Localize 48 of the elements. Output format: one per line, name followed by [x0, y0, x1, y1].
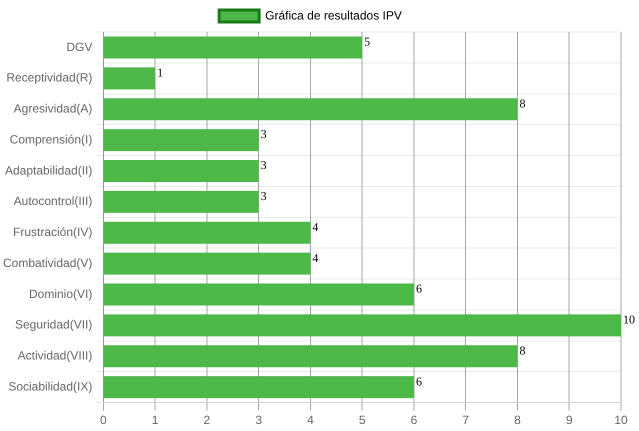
x-tick-label: 2 — [204, 413, 211, 428]
x-tick-label: 6 — [410, 413, 418, 428]
x-tick-label: 4 — [307, 413, 314, 428]
data-label: 5 — [364, 34, 370, 49]
y-tick-label: Dominio(VI) — [29, 286, 92, 301]
data-label: 6 — [416, 374, 422, 388]
bar — [104, 345, 518, 368]
data-label: 4 — [312, 220, 318, 234]
y-tick-label: Frustración(IV) — [13, 225, 92, 240]
x-tick-label: 3 — [255, 413, 262, 428]
data-label: 8 — [519, 343, 526, 358]
bar — [104, 98, 518, 120]
data-label: 3 — [260, 127, 267, 142]
y-tick-label: Actividad(VIII) — [18, 348, 92, 363]
y-tick-label: Adaptabilidad(II) — [4, 163, 92, 178]
bar — [104, 129, 259, 152]
data-label: 4 — [312, 250, 318, 265]
x-tick-label: 5 — [358, 413, 366, 428]
bar — [104, 284, 414, 306]
x-tick-label: 7 — [462, 413, 470, 428]
y-tick-label: Receptividad(R) — [6, 70, 92, 85]
data-label: 3 — [260, 158, 267, 172]
bar — [104, 160, 259, 182]
bar — [104, 67, 156, 90]
x-tick-label: 10 — [614, 413, 628, 428]
y-tick-label: DGV — [66, 40, 92, 54]
y-tick-label: Comprensión(I) — [10, 132, 92, 146]
bar — [104, 314, 621, 336]
data-label: 10 — [623, 312, 635, 327]
data-label: 3 — [260, 189, 267, 204]
data-label: 8 — [519, 96, 526, 110]
x-tick-label: 9 — [566, 413, 573, 428]
x-tick-label: 8 — [514, 413, 522, 428]
legend-label: Gráfica de resultados IPV — [265, 8, 402, 22]
y-tick-label: Agresividad(A) — [14, 102, 92, 116]
x-tick-label: 0 — [100, 413, 108, 428]
data-label: 1 — [157, 65, 164, 80]
y-tick-label: Autocontrol(III) — [14, 194, 92, 208]
bar — [104, 36, 362, 58]
x-tick-label: 1 — [152, 413, 159, 428]
data-label: 6 — [416, 282, 422, 296]
bar — [104, 252, 310, 275]
bar — [104, 376, 414, 398]
y-tick-label: Combatividad(V) — [2, 256, 92, 270]
bar — [104, 222, 310, 244]
bar — [104, 190, 259, 213]
y-tick-label: Seguridad(VII) — [14, 318, 92, 332]
y-tick-label: Sociabilidad(IX) — [8, 379, 92, 394]
